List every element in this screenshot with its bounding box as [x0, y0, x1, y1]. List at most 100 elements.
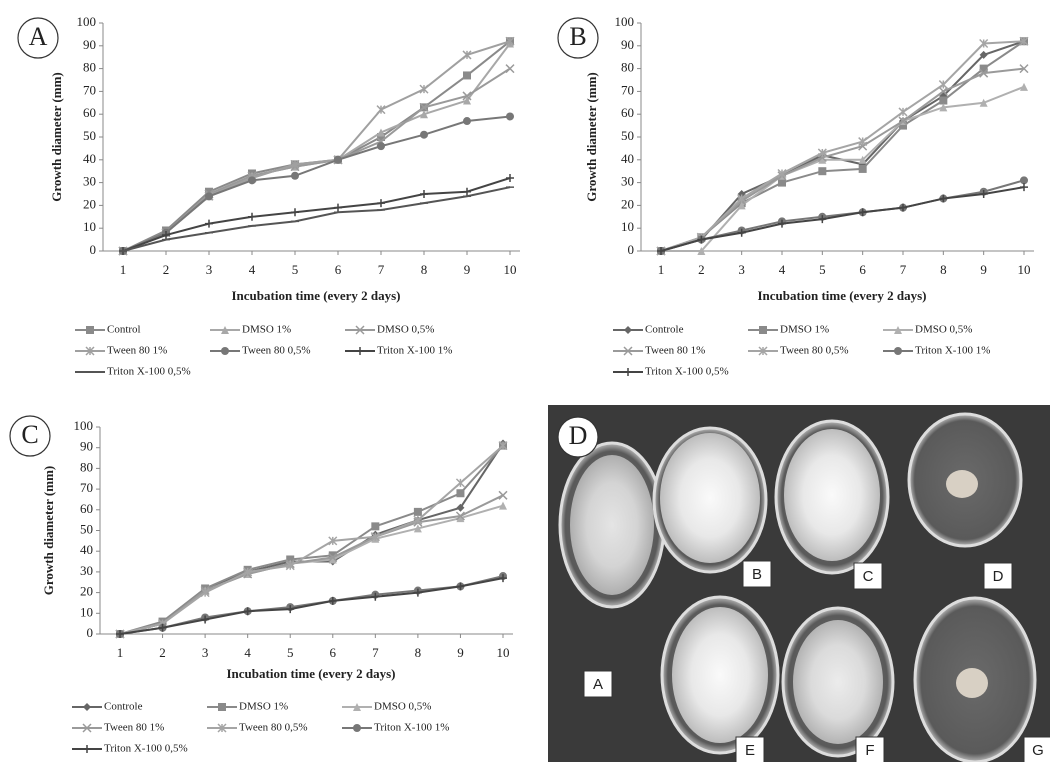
x-tick-label: 2 — [698, 262, 705, 277]
marker — [939, 96, 948, 105]
marker — [898, 116, 908, 126]
marker — [939, 103, 948, 112]
marker — [979, 64, 988, 73]
legend-label: Triton X-100 1% — [374, 722, 449, 734]
x-tick-label: 6 — [859, 262, 866, 277]
y-tick-label: 80 — [621, 60, 634, 75]
marker — [817, 148, 827, 158]
marker — [413, 524, 422, 533]
x-tick-label: 9 — [980, 262, 987, 277]
plate-label-box — [1023, 736, 1050, 762]
x-tick-label: 5 — [819, 262, 826, 277]
marker — [285, 561, 295, 571]
x-axis-title: Incubation time (every 2 days) — [758, 288, 927, 303]
series-line — [660, 186, 1025, 252]
x-tick-label: 7 — [372, 645, 379, 660]
marker — [243, 607, 252, 616]
legend-marker — [356, 347, 364, 355]
marker — [205, 219, 213, 228]
x-tick-label: 5 — [287, 645, 294, 660]
legend-marker — [83, 745, 91, 753]
legend-marker — [624, 326, 632, 334]
marker — [413, 588, 422, 597]
y-tick-label: 70 — [83, 82, 96, 97]
x-tick-label: 3 — [206, 262, 213, 277]
marker — [286, 605, 295, 614]
y-tick-label: 20 — [80, 584, 93, 599]
marker — [455, 478, 465, 488]
marker — [979, 98, 988, 107]
marker — [420, 130, 428, 139]
x-tick-label: 8 — [940, 262, 947, 277]
marker — [697, 247, 706, 255]
marker — [858, 155, 867, 164]
marker — [419, 84, 429, 94]
legend-marker — [83, 703, 91, 711]
legend-label: Tween 80 0,5% — [242, 345, 311, 357]
mycelium — [570, 455, 654, 595]
legend-label: Tween 80 1% — [104, 722, 164, 734]
legend-marker — [624, 368, 632, 376]
x-tick-label: 10 — [1018, 262, 1031, 277]
marker — [737, 228, 746, 237]
x-tick-label: 6 — [330, 645, 337, 660]
marker — [205, 187, 213, 196]
y-tick-label: 80 — [80, 459, 93, 474]
legend-label: Controle — [104, 701, 143, 713]
marker — [205, 192, 213, 201]
y-tick-label: 0 — [87, 625, 94, 640]
marker — [939, 194, 948, 203]
plate-label: F — [865, 742, 874, 759]
marker — [462, 50, 472, 60]
marker — [1020, 183, 1028, 192]
y-tick-label: 80 — [83, 60, 96, 75]
marker — [506, 112, 514, 121]
plate-label: E — [745, 742, 755, 759]
marker — [898, 107, 908, 117]
marker — [1019, 36, 1029, 46]
chart: 0 10 20 30 40 50 60 70 80 90 100 1 2 3 4 5 6 7 8 9 10 Growth … — [17, 14, 520, 378]
marker — [248, 212, 256, 221]
x-tick-label: 10 — [504, 262, 517, 277]
series-line — [119, 444, 504, 635]
panel-label-circle — [17, 17, 59, 59]
series-line — [119, 577, 504, 635]
legend-marker — [221, 347, 229, 355]
marker — [371, 592, 380, 601]
legend-label: DMSO 1% — [780, 324, 829, 336]
legend-marker — [218, 703, 226, 711]
marker — [1020, 176, 1028, 185]
marker — [291, 208, 299, 217]
y-tick-label: 60 — [621, 105, 634, 120]
series-line — [122, 177, 511, 252]
marker — [413, 507, 422, 516]
panel-label-circle — [557, 416, 599, 458]
legend-marker — [85, 346, 95, 356]
series-line — [660, 40, 1025, 252]
x-tick-label: 4 — [779, 262, 786, 277]
marker — [778, 219, 786, 228]
legend-marker — [221, 326, 229, 334]
legend-marker — [759, 326, 767, 334]
series-line — [119, 575, 504, 635]
marker — [1020, 82, 1028, 91]
y-tick-label: 100 — [615, 14, 635, 29]
marker — [858, 137, 868, 147]
marker — [818, 155, 827, 164]
marker — [334, 203, 342, 212]
marker — [286, 555, 295, 564]
marker — [858, 164, 867, 173]
x-tick-label: 2 — [163, 262, 170, 277]
marker — [455, 511, 465, 521]
y-axis-title: Growth diameter (mm) — [584, 72, 599, 202]
marker — [938, 86, 948, 96]
marker — [376, 105, 386, 115]
legend-label: DMSO 1% — [239, 701, 288, 713]
y-tick-label: 30 — [83, 174, 96, 189]
y-tick-label: 50 — [80, 521, 93, 536]
photo-panel — [548, 405, 1050, 762]
x-tick-label: 3 — [202, 645, 209, 660]
y-tick-label: 40 — [80, 542, 93, 557]
x-tick-label: 1 — [120, 262, 127, 277]
